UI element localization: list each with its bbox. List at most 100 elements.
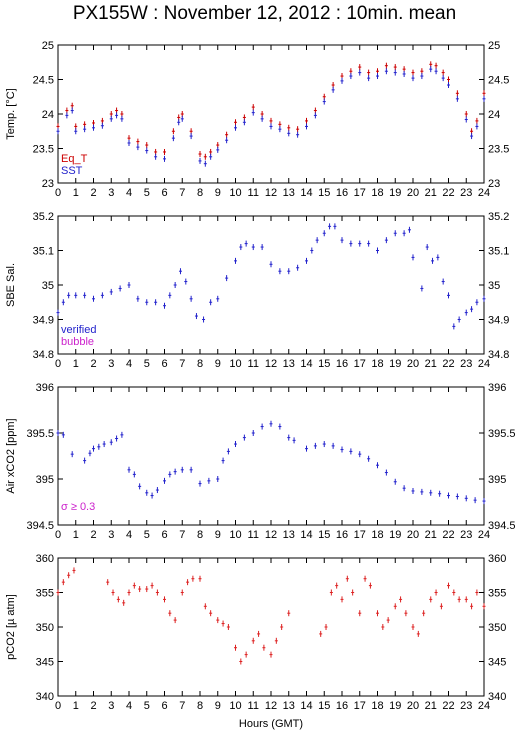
pco2-xtick-label: 20 bbox=[407, 700, 419, 712]
sal-point bbox=[402, 230, 406, 237]
temp-point bbox=[120, 115, 124, 122]
temp-point bbox=[154, 153, 158, 160]
pco2-point bbox=[106, 579, 110, 586]
sal-point bbox=[109, 288, 113, 295]
airco2-point bbox=[313, 442, 317, 449]
pco2-point bbox=[482, 603, 486, 610]
temp-point bbox=[278, 126, 282, 133]
airco2-point bbox=[367, 455, 371, 462]
sal-legend-entry: bubble bbox=[61, 336, 94, 348]
pco2-ytick-label: 340 bbox=[36, 691, 54, 703]
pco2-point bbox=[376, 610, 379, 617]
temp-point bbox=[464, 111, 468, 117]
sal-point bbox=[145, 299, 149, 306]
sal-xtick-label: 1 bbox=[73, 358, 79, 370]
temp-xtick-label: 13 bbox=[283, 187, 295, 199]
airco2-point bbox=[464, 495, 468, 502]
sal-xtick-label: 19 bbox=[389, 358, 401, 370]
pco2-xtick-label: 19 bbox=[389, 700, 401, 712]
airco2-point bbox=[198, 480, 202, 487]
pco2-point bbox=[470, 603, 474, 610]
airco2-point bbox=[102, 441, 106, 448]
temp-point bbox=[411, 75, 415, 82]
pco2-xtick-label: 7 bbox=[179, 700, 185, 712]
airco2-xtick-label: 24 bbox=[478, 529, 490, 541]
pco2-point bbox=[475, 589, 479, 596]
airco2-xtick-label: 11 bbox=[248, 529, 259, 541]
temp-xtick-label: 2 bbox=[90, 187, 96, 199]
sal-point bbox=[83, 292, 87, 299]
pco2-point bbox=[61, 579, 65, 586]
temp-point bbox=[234, 124, 237, 131]
sal-point bbox=[315, 237, 319, 244]
sal-ytick-label-right: 35 bbox=[488, 280, 500, 292]
pco2-point bbox=[393, 603, 397, 610]
temp-ytick-label: 25 bbox=[42, 40, 54, 52]
temp-point bbox=[216, 146, 220, 153]
temp-point bbox=[358, 69, 362, 76]
pco2-point bbox=[274, 637, 278, 644]
temp-xtick-label: 5 bbox=[144, 187, 150, 199]
pco2-point bbox=[234, 644, 237, 651]
sal-xtick-label: 12 bbox=[265, 358, 277, 370]
airco2-point bbox=[207, 477, 211, 484]
sal-point bbox=[216, 295, 220, 302]
pco2-point bbox=[67, 572, 71, 579]
sal-xtick-label: 20 bbox=[407, 358, 419, 370]
sal-xtick-label: 5 bbox=[144, 358, 150, 370]
sal-xtick-label: 11 bbox=[248, 358, 259, 370]
airco2-point bbox=[340, 446, 344, 453]
temp-point bbox=[115, 112, 119, 119]
pco2-point bbox=[464, 596, 468, 603]
airco2-point bbox=[180, 466, 184, 473]
airco2-point bbox=[420, 488, 424, 495]
temp-xtick-label: 3 bbox=[108, 187, 114, 199]
airco2-point bbox=[429, 489, 433, 496]
pco2-point bbox=[111, 589, 115, 596]
temp-legend-entry: Eq_T bbox=[61, 153, 88, 165]
airco2-xtick-label: 19 bbox=[389, 529, 401, 541]
temp-point bbox=[482, 95, 486, 102]
temp-xtick-label: 22 bbox=[442, 187, 454, 199]
airco2-frame bbox=[57, 386, 485, 526]
pco2-ytick-label-right: 340 bbox=[488, 691, 506, 703]
sal-point bbox=[358, 240, 362, 247]
pco2-ytick-label-right: 350 bbox=[488, 622, 506, 634]
sal-point bbox=[56, 309, 60, 316]
pco2-ytick-label: 345 bbox=[36, 657, 54, 669]
pco2-xtick-label: 0 bbox=[55, 700, 61, 712]
pco2-point bbox=[368, 582, 372, 589]
temp-point bbox=[384, 68, 388, 75]
sal-ytick-label-right: 35.2 bbox=[488, 211, 509, 223]
pco2-point bbox=[251, 637, 255, 644]
temp-point bbox=[234, 119, 237, 126]
pco2-ytick-label: 360 bbox=[36, 553, 54, 565]
airco2-point bbox=[70, 451, 74, 458]
temp-point bbox=[349, 73, 353, 80]
temp-point bbox=[70, 107, 74, 114]
sal-xtick-label: 22 bbox=[442, 358, 454, 370]
temp-point bbox=[313, 112, 317, 119]
pco2-xtick-label: 14 bbox=[300, 700, 312, 712]
temp-point bbox=[269, 117, 273, 124]
airco2-point bbox=[115, 435, 119, 442]
pco2-point bbox=[257, 630, 261, 637]
airco2-point bbox=[411, 487, 415, 494]
airco2-point bbox=[305, 445, 308, 452]
airco2-point bbox=[221, 457, 225, 464]
temp-xtick-label: 21 bbox=[425, 187, 437, 199]
pco2-point bbox=[411, 624, 415, 630]
temp-point bbox=[331, 86, 335, 93]
temp-point bbox=[171, 135, 175, 142]
pco2-xtick-label: 11 bbox=[248, 700, 259, 712]
temp-ytick-label: 24 bbox=[42, 109, 54, 121]
temp-point bbox=[171, 128, 175, 135]
temp-point bbox=[203, 153, 207, 160]
airco2-ytick-label-right: 394.5 bbox=[488, 520, 516, 532]
temp-point bbox=[434, 62, 438, 69]
sal-point bbox=[173, 282, 177, 288]
airco2-xtick-label: 0 bbox=[55, 529, 61, 541]
temp-xtick-label: 17 bbox=[354, 187, 366, 199]
sal-point bbox=[239, 244, 243, 251]
temp-point bbox=[177, 119, 181, 126]
